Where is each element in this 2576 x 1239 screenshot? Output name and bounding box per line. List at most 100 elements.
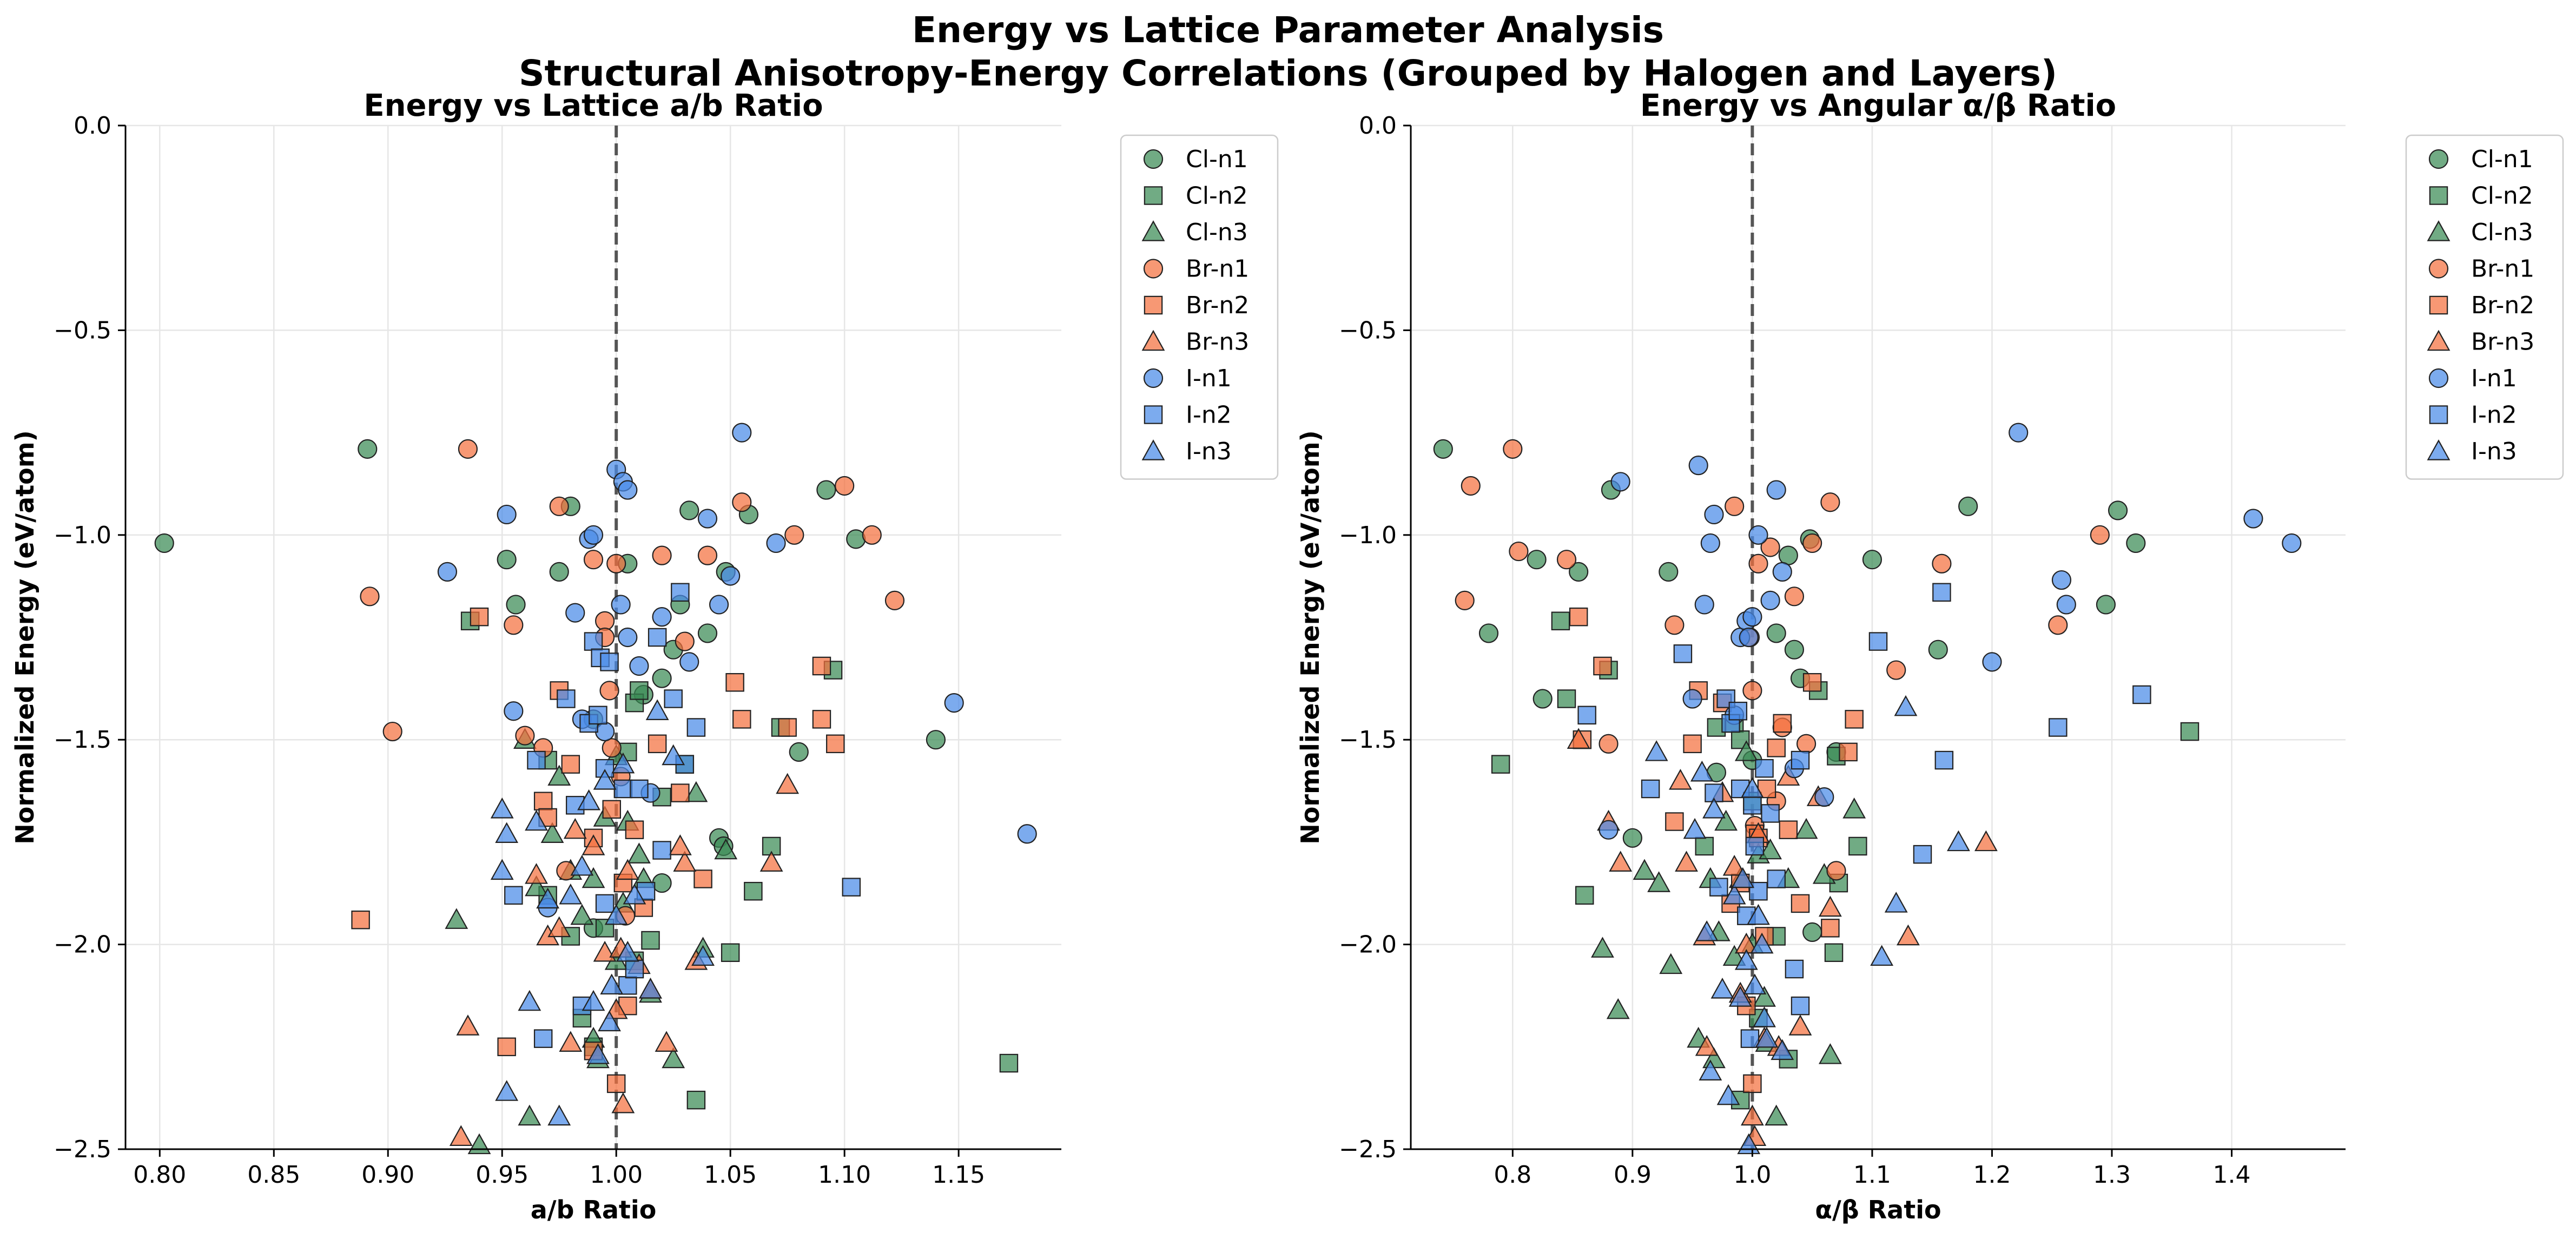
x-tick-label: 1.10: [818, 1161, 871, 1189]
data-point-i-n2: [1728, 701, 1748, 721]
y-tick-label: −0.5: [1339, 317, 1397, 344]
data-point-br-n2: [1743, 1074, 1762, 1093]
data-point-cl-n2: [641, 931, 660, 950]
data-point-i-n1: [583, 525, 604, 545]
legend-label-br-n3: Br-n3: [2471, 328, 2534, 356]
data-point-i-n1: [2243, 509, 2263, 529]
legend: Cl-n1 Cl-n2 Cl-n3 Br-n1 Br-n2 Br-n3 I-n1 I-n2 I-…: [2405, 134, 2564, 480]
data-point-br-n2: [1839, 742, 1858, 762]
data-point-br-n1: [1784, 586, 1805, 607]
data-point-i-n3: [1747, 904, 1770, 925]
data-point-br-n2: [671, 783, 690, 802]
data-point-i-n1: [1700, 533, 1720, 553]
legend-label-i-n3: I-n3: [2471, 438, 2517, 465]
data-point-br-n1: [2090, 525, 2110, 545]
data-point-br-n3: [611, 1092, 635, 1113]
data-point-br-n1: [835, 476, 855, 496]
data-point-br-n3: [1974, 830, 1998, 852]
data-point-br-n1: [556, 861, 576, 881]
data-point-cl-n1: [1928, 640, 1948, 660]
legend-label-br-n2: Br-n2: [1186, 292, 1249, 319]
data-point-cl-n2: [2180, 722, 2199, 741]
legend-label-br-n1: Br-n1: [2471, 255, 2534, 283]
data-point-cl-n1: [1433, 439, 1453, 459]
data-point-cl-n2: [1557, 689, 1576, 708]
x-tick-label: 1.3: [2093, 1161, 2131, 1189]
data-point-i-n3: [490, 798, 514, 819]
data-point-br-n2: [606, 1074, 626, 1093]
data-point-br-n3: [776, 773, 800, 794]
data-point-i-n1: [709, 595, 729, 615]
data-point-i-n2: [533, 1029, 553, 1048]
data-point-br-n2: [470, 607, 489, 627]
data-point-i-n3: [1755, 1026, 1779, 1048]
data-point-i-n3: [611, 752, 635, 774]
data-point-i-n2: [1761, 804, 1780, 823]
data-point-cl-n3: [662, 1047, 685, 1069]
data-point-br-n1: [1503, 439, 1523, 459]
data-point-cl-n1: [1778, 545, 1798, 565]
data-point-br-n2: [561, 755, 580, 774]
data-point-i-n1: [2056, 595, 2076, 615]
data-point-i-n3: [662, 744, 685, 766]
legend-label-br-n1: Br-n1: [1186, 255, 1249, 283]
data-point-i-n2: [1791, 996, 1810, 1016]
data-point-i-n3: [1870, 945, 1894, 966]
data-point-i-n1: [1682, 689, 1702, 709]
data-point-br-n3: [1788, 1014, 1812, 1036]
legend-label-cl-n3: Cl-n3: [1186, 219, 1248, 246]
data-point-i-n2: [557, 689, 576, 708]
data-point-cl-n1: [358, 439, 378, 459]
data-point-i-n2: [1641, 779, 1660, 799]
data-point-br-n1: [1802, 533, 1822, 553]
data-point-br-n1: [1826, 861, 1846, 881]
data-point-br-n1: [884, 590, 905, 610]
data-point-i-n3: [1740, 777, 1764, 798]
data-point-cl-n3: [1734, 740, 1758, 761]
data-point-i-n3: [616, 940, 639, 962]
data-point-i-n2: [1868, 632, 1888, 651]
legend-label-cl-n1: Cl-n1: [2471, 146, 2533, 173]
legend-marker-i-n3: [1141, 439, 1165, 460]
y-tick-label: −2.0: [54, 931, 111, 959]
data-point-i-n2: [1743, 796, 1762, 815]
data-point-br-n3: [456, 1014, 480, 1036]
data-point-i-n1: [1688, 456, 1708, 476]
y-axis-label: Normalized Energy (eV/atom): [10, 430, 39, 844]
data-point-cl-n1: [1862, 550, 1883, 570]
data-point-cl-n3: [1765, 1104, 1788, 1126]
data-point-cl-n1: [1527, 550, 1547, 570]
data-point-i-n2: [686, 718, 706, 737]
data-point-i-n2: [1767, 869, 1786, 888]
x-tick-label: 1.4: [2213, 1161, 2251, 1189]
data-point-i-n1: [732, 423, 752, 443]
data-point-br-n1: [1556, 550, 1577, 570]
data-point-i-n2: [1755, 759, 1774, 778]
data-point-br-n3: [1818, 895, 1842, 917]
data-point-i-n1: [1814, 787, 1834, 807]
data-point-br-n2: [1773, 714, 1792, 733]
data-point-cl-n3: [714, 838, 738, 860]
data-point-i-n3: [1884, 892, 1908, 913]
data-point-i-n3: [559, 883, 583, 905]
data-point-cl-n3: [627, 842, 651, 864]
data-point-i-n1: [679, 652, 699, 672]
data-point-cl-n1: [1533, 689, 1553, 709]
x-tick-label: 0.9: [1614, 1161, 1652, 1189]
data-point-cl-n1: [789, 742, 809, 762]
data-point-br-n1: [1760, 537, 1780, 557]
legend-marker-br-n1: [2428, 259, 2449, 279]
data-point-br-n1: [1886, 660, 1906, 680]
data-point-i-n3: [1947, 830, 1970, 852]
data-point-cl-n1: [652, 668, 672, 688]
legend-marker-br-n3: [2427, 329, 2450, 351]
data-point-i-n1: [766, 533, 786, 553]
x-tick-label: 0.80: [133, 1161, 186, 1189]
data-point-cl-n3: [1606, 998, 1630, 1019]
data-point-i-n3: [536, 887, 560, 909]
y-tick-label: −1.0: [54, 522, 111, 549]
legend-marker-i-n1: [1143, 368, 1164, 388]
data-point-i-n1: [1017, 824, 1037, 844]
data-point-i-n3: [547, 1104, 571, 1126]
data-point-i-n3: [1716, 1084, 1740, 1105]
